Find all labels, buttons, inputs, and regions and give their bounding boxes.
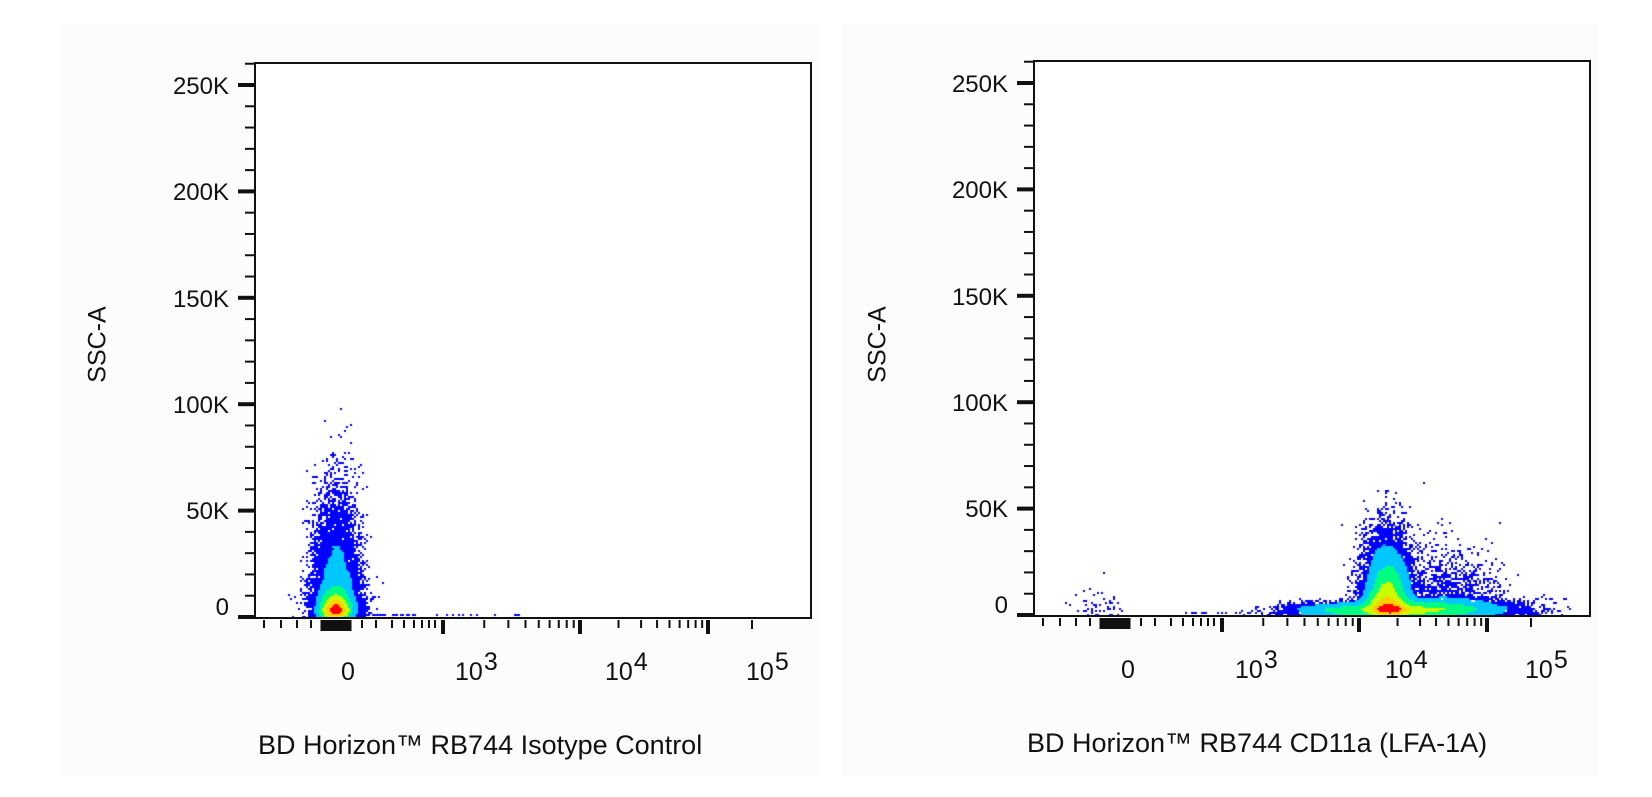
y-tick-100k: 100K	[951, 390, 1008, 417]
x-tick-1e3: 103	[1235, 646, 1278, 684]
x-axis-label: BD Horizon™ RB744 Isotype Control	[258, 730, 703, 760]
x-tick-1e4: 104	[1385, 646, 1428, 684]
y-axis-label: SSC-A	[863, 306, 892, 383]
plot-area	[1033, 60, 1591, 617]
y-tick-150k: 150K	[172, 286, 229, 313]
x-tick-1e5: 105	[746, 648, 789, 686]
y-tick-200k: 200K	[951, 177, 1008, 204]
y-tick-100k: 100K	[172, 392, 229, 419]
y-tick-0: 0	[994, 592, 1008, 619]
x-tick-0: 0	[341, 658, 355, 686]
x-tick-0: 0	[1121, 656, 1135, 684]
x-axis-label: BD Horizon™ RB744 CD11a (LFA-1A)	[1027, 728, 1488, 758]
y-tick-50k: 50K	[965, 496, 1008, 523]
y-tick-150k: 150K	[951, 284, 1008, 311]
density-dots	[1035, 62, 1589, 615]
y-tick-0: 0	[215, 594, 229, 621]
density-dots	[256, 64, 810, 617]
x-tick-1e4: 104	[605, 648, 648, 686]
y-tick-250k: 250K	[172, 73, 229, 100]
plot-area	[254, 62, 812, 619]
y-tick-200k: 200K	[172, 179, 229, 206]
y-tick-250k: 250K	[951, 71, 1008, 98]
y-tick-50k: 50K	[186, 498, 229, 525]
x-tick-1e5: 105	[1525, 646, 1568, 684]
x-tick-1e3: 103	[455, 648, 498, 686]
